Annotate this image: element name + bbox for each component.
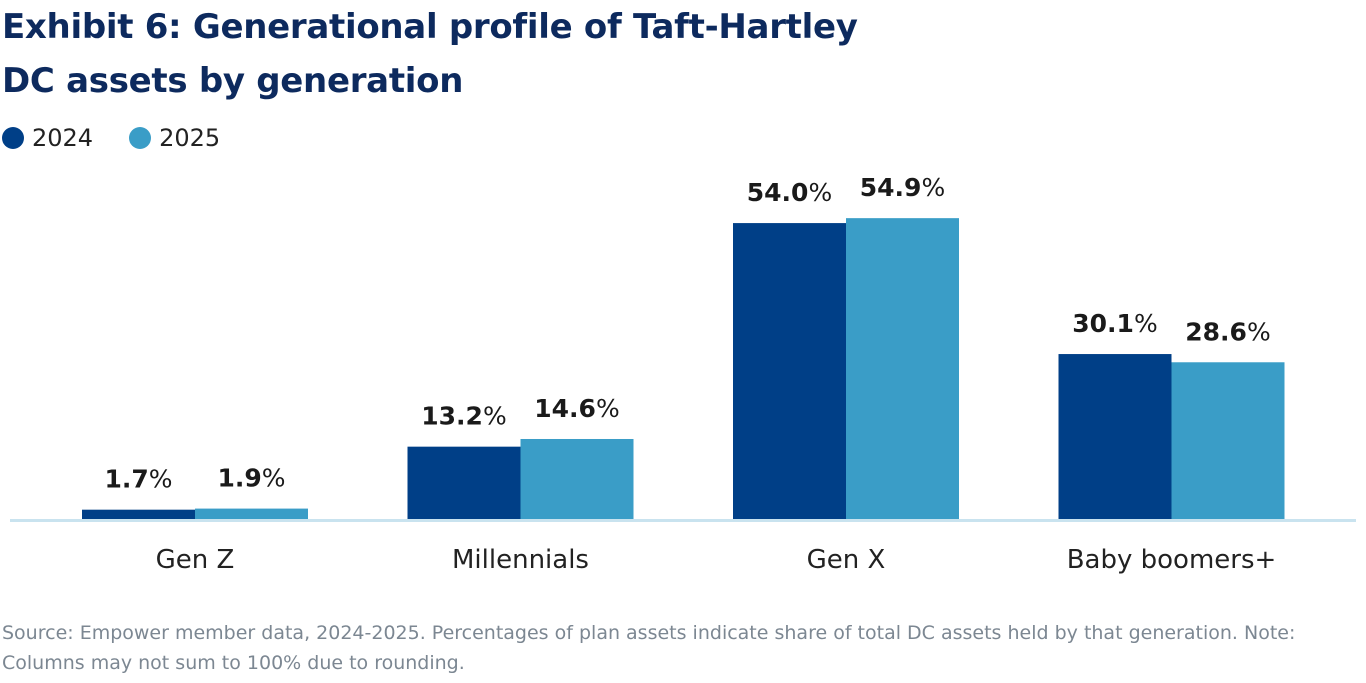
bar-2025-baby-boomers-	[1171, 362, 1285, 519]
category-label: Gen Z	[156, 545, 235, 575]
data-label: 1.9%	[217, 464, 285, 493]
bar-2025-gen-x	[846, 218, 959, 519]
category-label: Baby boomers+	[1067, 545, 1277, 575]
title-line-1: Exhibit 6: Generational profile of Taft-…	[2, 7, 858, 47]
legend-item-2025: 2025	[129, 124, 220, 152]
data-label: 30.1%	[1072, 309, 1157, 338]
legend: 2024 2025	[2, 124, 256, 152]
legend-label-2025: 2025	[159, 124, 221, 152]
data-label: 54.0%	[747, 178, 832, 207]
bar-2024-gen-z	[82, 509, 195, 519]
bar-2025-gen-z	[195, 508, 308, 519]
footnote: Source: Empower member data, 2024-2025. …	[2, 622, 1296, 674]
bar-2024-baby-boomers-	[1058, 354, 1172, 519]
category-label: Millennials	[452, 545, 589, 575]
data-label: 28.6%	[1185, 317, 1270, 346]
legend-label-2024: 2024	[32, 124, 94, 152]
legend-item-2024: 2024	[2, 124, 93, 152]
legend-swatch-2025	[129, 127, 152, 149]
title-line-2: DC assets by generation	[2, 61, 464, 101]
bar-2025-millennials	[520, 438, 634, 519]
data-label: 1.7%	[104, 465, 172, 494]
data-label: 54.9%	[860, 173, 945, 202]
chart-title: Exhibit 6: Generational profile of Taft-…	[2, 0, 858, 108]
bar-2024-millennials	[407, 446, 521, 519]
legend-swatch-2024	[2, 127, 24, 149]
data-label: 13.2%	[421, 402, 506, 431]
category-label: Gen X	[807, 545, 886, 575]
x-axis-line	[10, 519, 1356, 522]
data-label: 14.6%	[534, 394, 619, 423]
bar-2024-gen-x	[733, 223, 846, 519]
